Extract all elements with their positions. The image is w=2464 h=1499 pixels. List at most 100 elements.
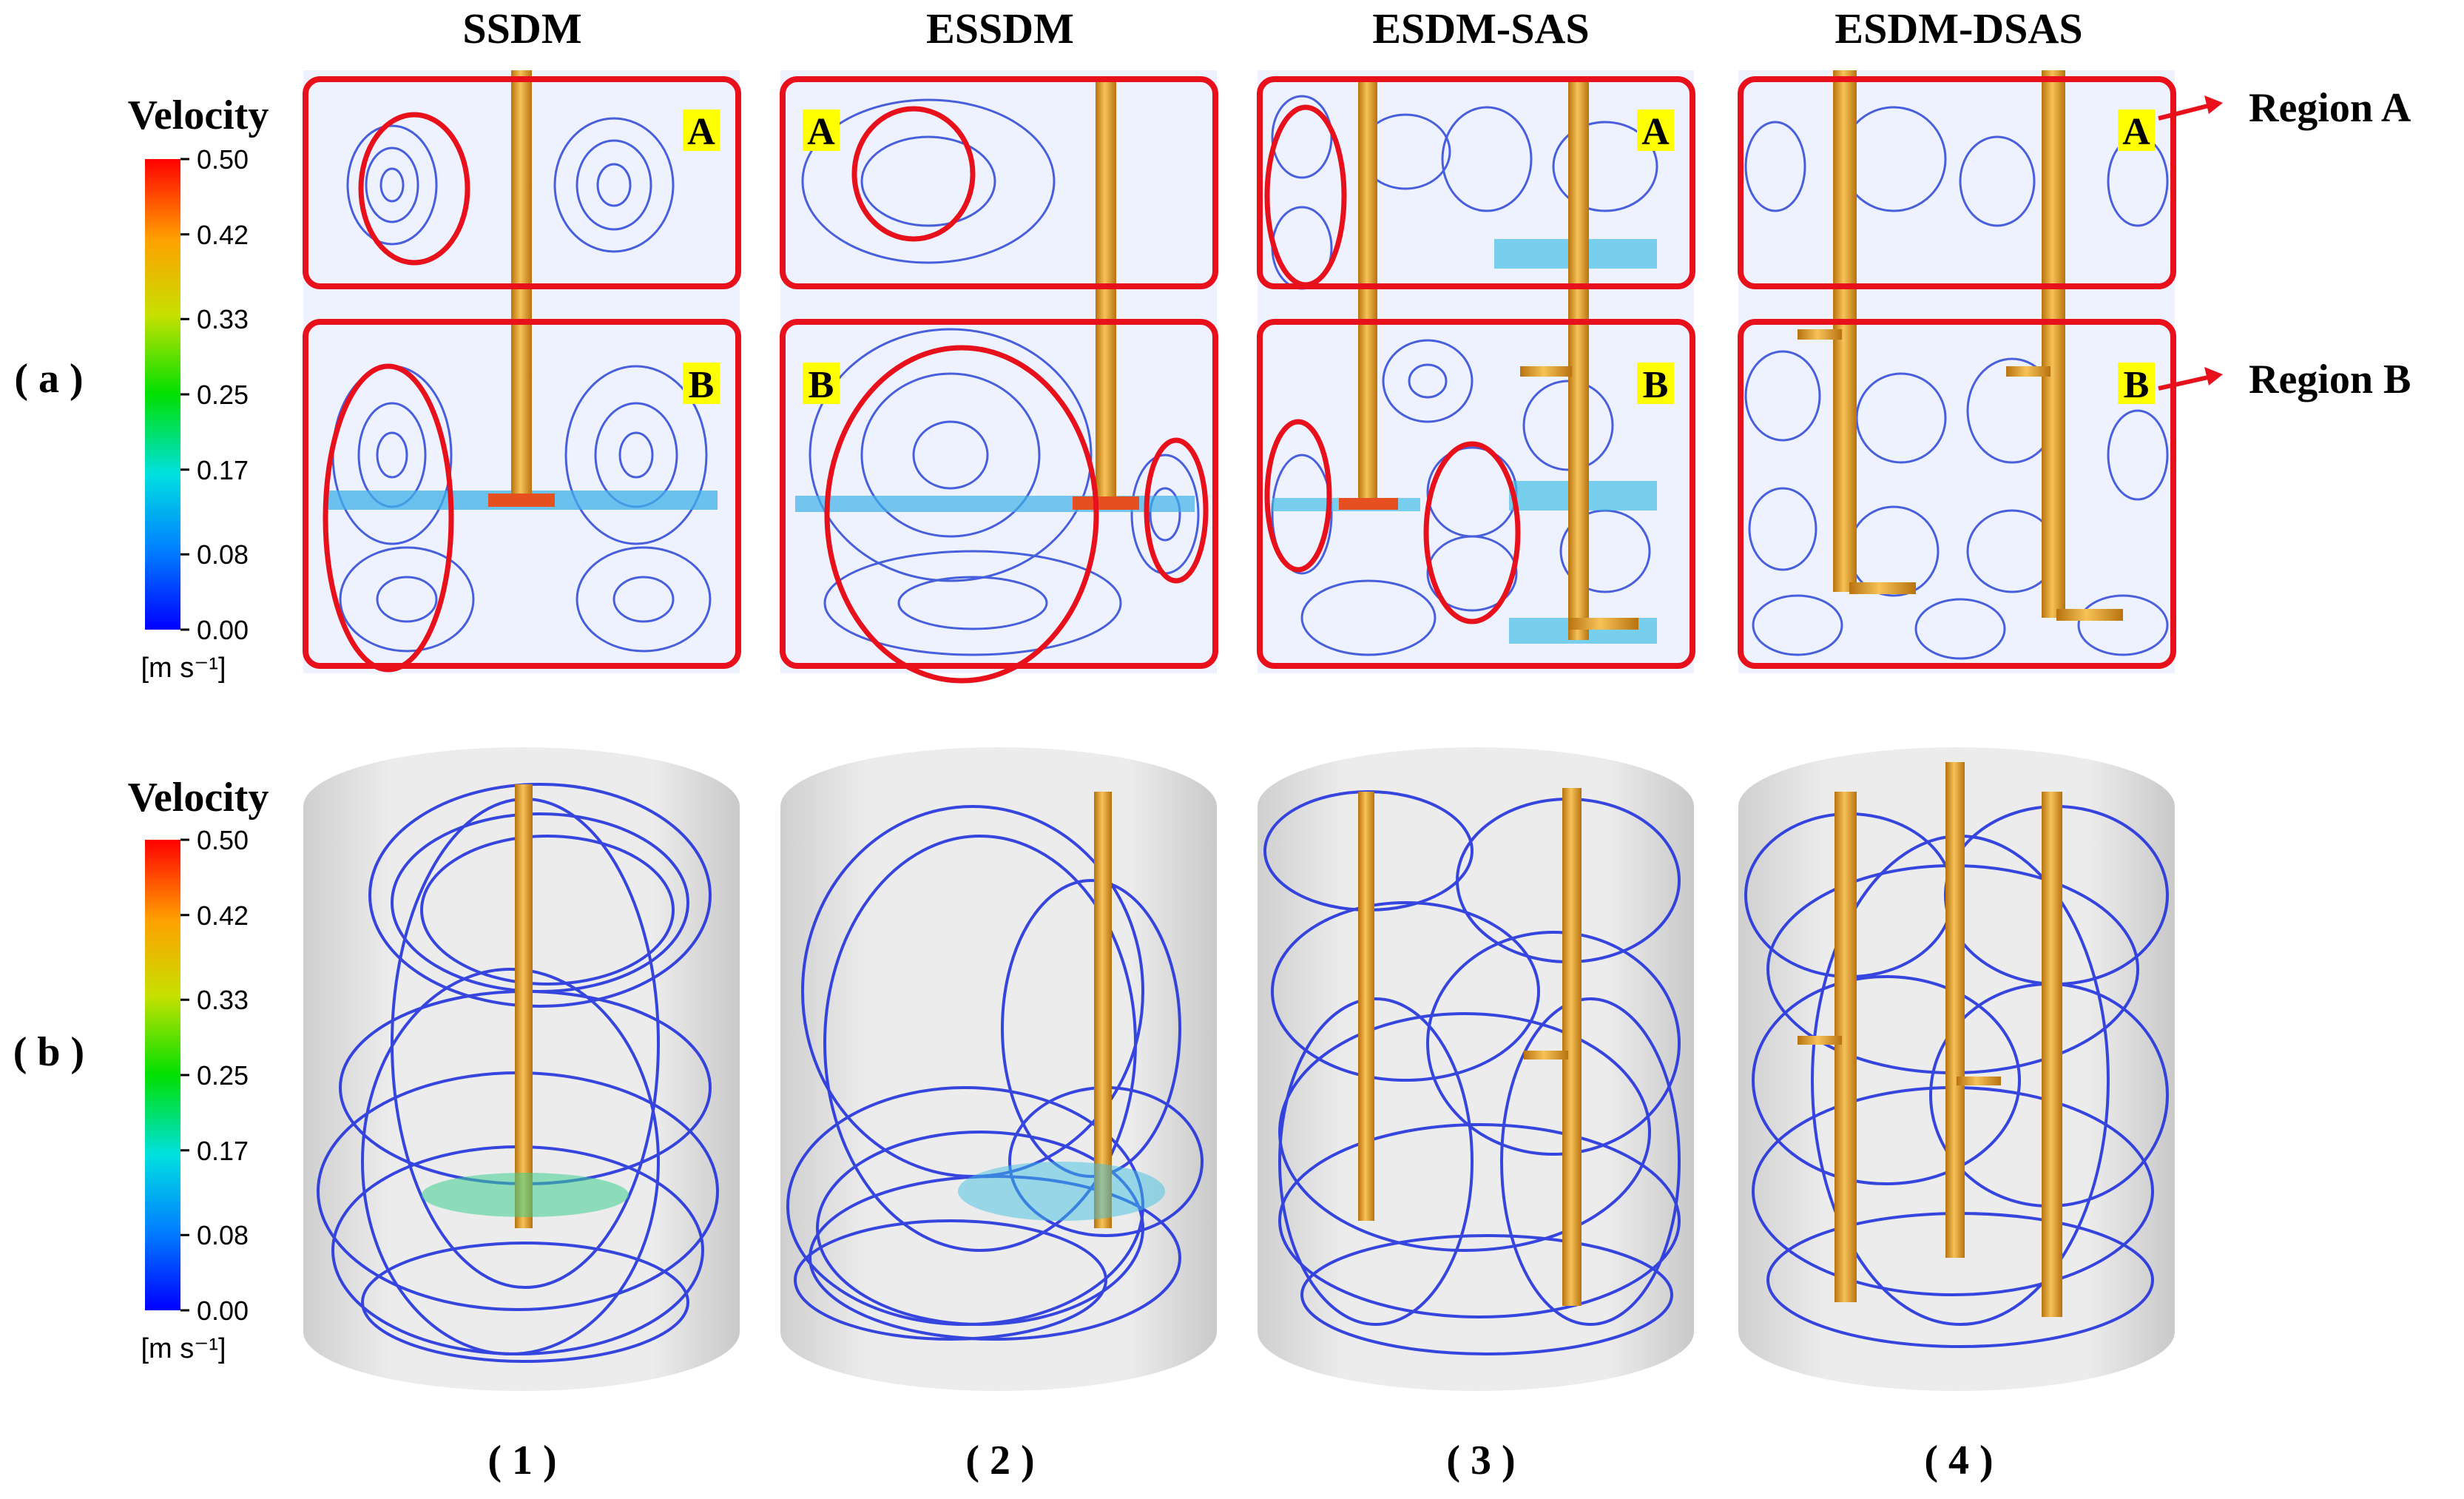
- vortex-highlight: [1144, 437, 1209, 584]
- impeller-shaft: [1945, 762, 1965, 1258]
- panel-b-2: [780, 747, 1217, 1391]
- colorbar-ticks: 0.50 0.42 0.33 0.25 0.17 0.08 0.00: [180, 825, 249, 1326]
- colorbar-tick-label: 0.25: [197, 380, 249, 410]
- region-a-outline: [303, 76, 741, 289]
- panel-a-2: A B: [780, 70, 1218, 684]
- colorbar-tick-label: 0.25: [197, 1060, 249, 1091]
- panel-number: ( 3 ): [1446, 1438, 1515, 1483]
- colorbar-tick-label: 0.42: [197, 220, 249, 250]
- colorbar-tick-label: 0.00: [197, 615, 249, 645]
- impeller-arm: [1520, 366, 1572, 377]
- region-tag-b-text: B: [1643, 364, 1669, 406]
- impeller-shaft: [515, 784, 533, 1228]
- callout-arrowhead-b: [2204, 367, 2223, 385]
- tank: [1258, 747, 1694, 1391]
- vortex-highlight: [1264, 104, 1347, 288]
- colorbar-tick-label: 0.42: [197, 900, 249, 931]
- column-title: ESDM-SAS: [1372, 4, 1589, 53]
- impeller-shaft: [1835, 792, 1857, 1302]
- vortex-highlight: [1264, 419, 1332, 573]
- streamlines: [331, 117, 712, 653]
- colorbar-ticks: 0.50 0.42 0.33 0.25 0.17 0.08 0.00: [180, 144, 249, 645]
- impeller-blade: [488, 494, 555, 507]
- region-b-outline: [1738, 319, 2176, 669]
- impeller-arm: [2006, 366, 2050, 377]
- pathlines: [1263, 790, 1681, 1355]
- region-b-label: Region B: [2249, 357, 2411, 402]
- region-tag-b-text: B: [809, 364, 834, 406]
- column-titles: SSDM ESSDM ESDM-SAS ESDM-DSAS: [462, 4, 2082, 53]
- vortex-highlight: [1423, 441, 1521, 624]
- impeller-arm: [1849, 582, 1916, 594]
- region-b-outline: [780, 319, 1218, 669]
- region-tag-b: [2118, 363, 2155, 404]
- callout-arrow-b: [2158, 375, 2209, 391]
- impeller-blade: [1339, 498, 1398, 510]
- region-tag-a: [803, 110, 840, 151]
- colorbar-gradient: [145, 840, 180, 1310]
- impeller-shaft: [1358, 78, 1377, 507]
- region-tag-a-text: A: [807, 111, 835, 153]
- panel-numbers: ( 1 ) ( 2 ) ( 3 ) ( 4 ): [487, 1438, 1993, 1483]
- region-tag-a: [2118, 110, 2155, 151]
- column-title: ESSDM: [926, 4, 1074, 53]
- impeller-shaft: [1096, 78, 1116, 507]
- impeller-arm: [1798, 1036, 1842, 1045]
- impeller-blade: [1073, 496, 1139, 510]
- impeller-shaft: [1562, 788, 1582, 1306]
- colorbar-tick-label: 0.50: [197, 144, 249, 175]
- panel-a-3: A B: [1257, 70, 1695, 673]
- high-velocity-zone: [958, 1162, 1165, 1221]
- impeller-shaft: [2042, 792, 2062, 1317]
- row-label-b: ( b ): [13, 1029, 84, 1075]
- vortex-highlight: [851, 106, 976, 242]
- callout-arrow-a: [2158, 104, 2209, 121]
- vortex-highlight: [824, 345, 1099, 684]
- colorbar-tick-label: 0.17: [197, 1136, 249, 1166]
- impeller-shaft: [1568, 78, 1589, 640]
- streamlines: [801, 98, 1200, 656]
- colorbar-tick-label: 0.08: [197, 1220, 249, 1250]
- impeller-arm: [1957, 1077, 2001, 1085]
- region-tag-b-text: B: [689, 364, 715, 406]
- column-title: SSDM: [462, 4, 581, 53]
- impeller-arm: [2056, 609, 2123, 621]
- panel-a-4: A B: [1738, 70, 2176, 673]
- region-tag-a-text: A: [2122, 111, 2150, 153]
- impeller-shaft: [1094, 792, 1112, 1228]
- velocity-field: [1258, 70, 1694, 673]
- colorbar-tick-label: 0.08: [197, 539, 249, 570]
- region-tag-a-text: A: [1641, 111, 1670, 153]
- region-tag-b: [803, 363, 840, 404]
- vortex-highlight: [358, 112, 470, 266]
- colorbar-title: Velocity: [128, 92, 269, 138]
- panel-b-1: [303, 747, 740, 1391]
- impeller-shaft: [1358, 792, 1374, 1221]
- region-tag-b: [1637, 363, 1674, 404]
- row-label-a: ( a ): [14, 356, 83, 402]
- colorbar-gradient: [145, 159, 180, 630]
- panel-number: ( 2 ): [965, 1438, 1034, 1483]
- colorbar-tick-label: 0.33: [197, 304, 249, 334]
- colorbar-title: Velocity: [128, 775, 269, 821]
- region-a-label: Region A: [2249, 85, 2411, 131]
- impeller-arm: [1524, 1051, 1568, 1060]
- callout-arrowhead-a: [2204, 95, 2223, 114]
- region-tag-a-text: A: [687, 111, 715, 153]
- region-a-outline: [1738, 76, 2176, 289]
- panel-a-1: A B: [303, 70, 741, 673]
- panel-b-3: [1258, 747, 1694, 1391]
- colorbar-a: Velocity 0.50 0.42 0.33 0.25 0.17 0.08 0.00 [m…: [128, 92, 269, 684]
- panel-number: ( 4 ): [1924, 1438, 1993, 1483]
- column-title: ESDM-DSAS: [1835, 4, 2082, 53]
- velocity-field: [1738, 70, 2175, 673]
- impeller-arm: [1568, 618, 1638, 630]
- colorbar-tick-label: 0.33: [197, 985, 249, 1015]
- region-a-outline: [780, 76, 1218, 289]
- region-tag-a: [683, 110, 720, 151]
- colorbar-tick-label: 0.17: [197, 455, 249, 485]
- region-b-outline: [1257, 319, 1695, 669]
- region-b-outline: [303, 319, 741, 669]
- colorbar-unit: [m s⁻¹]: [141, 653, 226, 684]
- region-callouts: Region A Region B: [2158, 85, 2411, 402]
